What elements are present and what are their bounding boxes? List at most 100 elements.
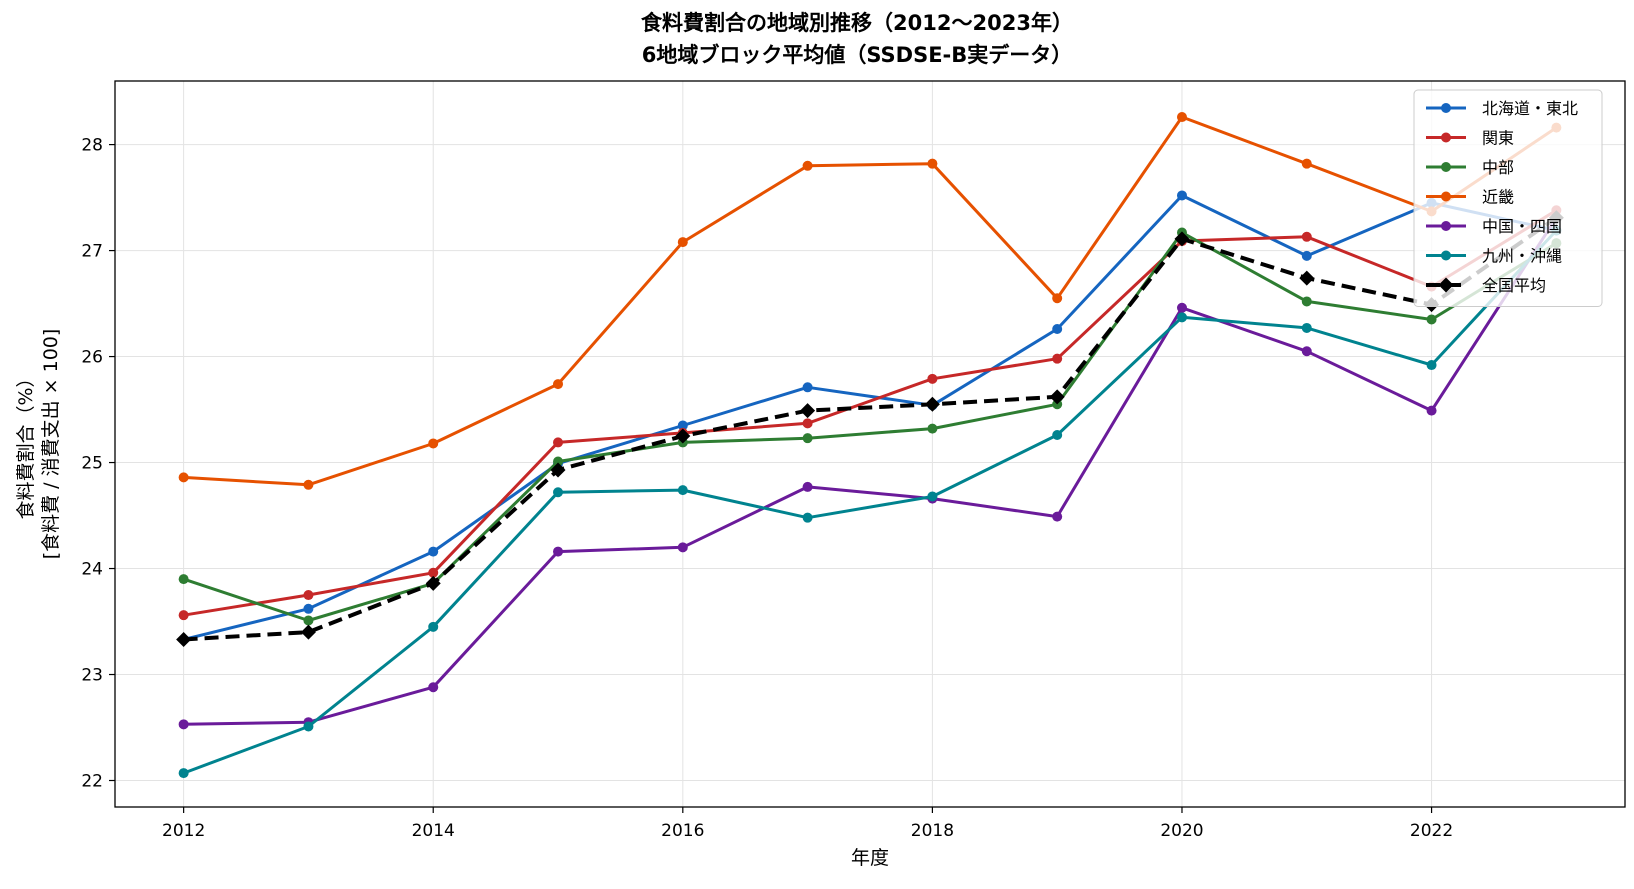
- y-tick-label: 26: [81, 348, 103, 368]
- data-point: [802, 160, 813, 171]
- data-point: [178, 610, 189, 621]
- data-point: [1426, 314, 1437, 325]
- data-point: [553, 487, 564, 498]
- data-point: [802, 481, 813, 492]
- data-point: [1174, 231, 1190, 247]
- data-point: [924, 396, 940, 412]
- series-line: [183, 209, 1558, 617]
- data-point: [927, 373, 938, 384]
- data-point: [428, 621, 439, 632]
- grid: [115, 81, 1625, 807]
- data-point: [303, 615, 314, 626]
- data-point: [1299, 270, 1315, 286]
- data-point: [428, 546, 439, 557]
- data-point: [800, 403, 816, 419]
- legend-marker: [1441, 250, 1451, 261]
- legend-box: [1413, 89, 1603, 307]
- y-axis-label-secondary: [食料費 / 消費支出 × 100]: [40, 329, 62, 560]
- data-point: [802, 512, 813, 523]
- data-point: [1049, 389, 1065, 405]
- legend-label: 中部: [1482, 158, 1514, 177]
- data-point: [927, 158, 938, 169]
- y-tick-label: 25: [81, 454, 103, 474]
- x-axis-label: 年度: [851, 847, 889, 869]
- data-point: [1176, 112, 1187, 123]
- y-tick-label: 27: [81, 242, 103, 262]
- legend-marker: [1441, 132, 1451, 143]
- x-tick-label: 2016: [661, 821, 704, 841]
- data-point: [677, 237, 688, 248]
- legend-label: 北海道・東北: [1482, 99, 1578, 118]
- legend-marker: [1441, 191, 1451, 202]
- legend-label: 全国平均: [1482, 276, 1546, 295]
- data-point: [178, 768, 189, 779]
- data-point: [553, 379, 564, 390]
- data-point: [178, 574, 189, 585]
- data-point: [303, 479, 314, 490]
- series-0: [178, 190, 1562, 645]
- data-point: [1176, 190, 1187, 201]
- y-tick-label: 23: [81, 666, 103, 686]
- legend-item: 中国・四国: [1426, 217, 1562, 236]
- data-point: [1426, 360, 1437, 371]
- x-tick-label: 2012: [162, 821, 205, 841]
- series-4: [178, 212, 1562, 730]
- data-point: [1301, 346, 1312, 357]
- data-point: [1052, 324, 1063, 335]
- chart-subtitle: 6地域ブロック平均値（SSDSE-B実データ）: [642, 43, 1073, 67]
- data-point: [802, 382, 813, 393]
- legend-label: 九州・沖縄: [1482, 247, 1562, 266]
- data-point: [802, 433, 813, 444]
- y-axis-label: 食料費割合（%）: [15, 368, 37, 519]
- axis-ticks: 2012 2014 2016 2018 2020 2022 22 23 24 25 26 27 28: [81, 136, 1453, 841]
- data-point: [1426, 405, 1437, 416]
- x-tick-label: 2014: [412, 821, 455, 841]
- series-line: [183, 216, 1558, 726]
- data-point: [677, 542, 688, 553]
- x-tick-label: 2018: [911, 821, 954, 841]
- legend-label: 関東: [1482, 129, 1514, 148]
- y-tick-label: 24: [81, 560, 103, 580]
- data-point: [1052, 353, 1063, 364]
- data-point: [303, 603, 314, 614]
- data-point: [176, 632, 192, 648]
- data-point: [927, 491, 938, 502]
- data-point: [178, 472, 189, 483]
- series-group: [176, 112, 1564, 779]
- legend-item: 北海道・東北: [1426, 99, 1578, 118]
- data-point: [1176, 312, 1187, 323]
- data-point: [1052, 429, 1063, 440]
- data-point: [1301, 231, 1312, 242]
- legend-marker: [1441, 221, 1451, 231]
- data-point: [1301, 158, 1312, 169]
- data-point: [1052, 511, 1063, 522]
- x-tick-label: 2020: [1160, 821, 1203, 841]
- legend-item: 近畿: [1426, 188, 1514, 207]
- series-line: [183, 216, 1558, 642]
- series-1: [178, 205, 1562, 621]
- chart-title: 食料費割合の地域別推移（2012〜2023年）: [641, 11, 1073, 35]
- legend-item: 関東: [1426, 129, 1514, 148]
- legend-item: 全国平均: [1426, 276, 1546, 295]
- data-point: [677, 420, 688, 431]
- series-line: [183, 115, 1558, 487]
- data-point: [927, 423, 938, 434]
- data-point: [178, 719, 189, 730]
- data-point: [1052, 293, 1063, 304]
- data-point: [553, 546, 564, 557]
- series-line: [183, 229, 1558, 775]
- data-point: [303, 590, 314, 601]
- y-tick-label: 28: [81, 136, 103, 156]
- legend-marker: [1438, 277, 1454, 293]
- data-point: [553, 456, 564, 467]
- legend-item: 中部: [1426, 158, 1514, 177]
- data-point: [1301, 250, 1312, 261]
- data-point: [553, 437, 564, 448]
- legend-item: 九州・沖縄: [1426, 247, 1562, 266]
- data-point: [425, 575, 441, 591]
- data-point: [1301, 322, 1312, 333]
- legend-marker: [1441, 162, 1451, 172]
- data-point: [1301, 296, 1312, 307]
